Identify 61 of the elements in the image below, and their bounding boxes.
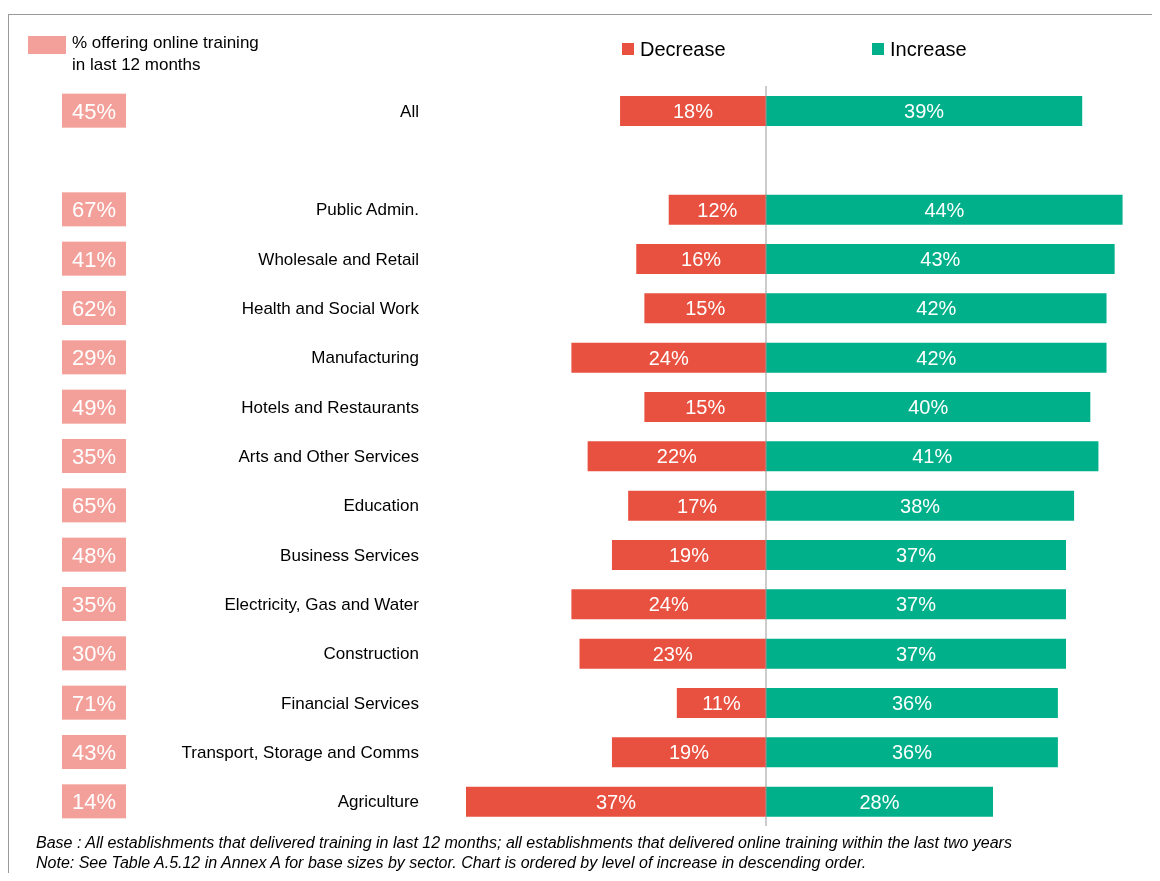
data-label: 22% xyxy=(656,445,698,468)
y-tick-label: All xyxy=(400,101,419,121)
data-label: 19% xyxy=(668,544,710,566)
y-tick-label: Business Services xyxy=(280,545,419,565)
y-tick-label: Public Admin. xyxy=(316,200,419,220)
data-label: 35% xyxy=(71,444,117,469)
data-label: 23% xyxy=(652,642,693,665)
data-label: 19% xyxy=(668,741,710,764)
data-label: 41% xyxy=(71,246,117,272)
data-label: 11% xyxy=(702,692,741,714)
data-label: 29% xyxy=(71,345,117,371)
y-tick-label: Wholesale and Retail xyxy=(258,249,419,269)
data-label: 17% xyxy=(677,494,718,517)
legend-label: Increase xyxy=(890,37,967,62)
data-label: 48% xyxy=(71,542,117,568)
y-tick-label: Arts and Other Services xyxy=(238,447,419,466)
data-label: 30% xyxy=(71,641,117,667)
data-label: 62% xyxy=(71,296,117,321)
y-tick-label: Agriculture xyxy=(337,792,419,812)
data-label: 40% xyxy=(908,396,949,418)
data-label: 24% xyxy=(648,346,689,369)
y-tick-label: Financial Services xyxy=(281,693,419,713)
data-label: 36% xyxy=(891,741,933,764)
y-tick-label: Construction xyxy=(323,644,419,664)
data-label: 15% xyxy=(685,297,726,320)
y-tick-label: Education xyxy=(343,496,419,516)
data-label: 14% xyxy=(71,789,117,815)
data-label: 49% xyxy=(71,394,117,420)
data-label: 43% xyxy=(920,248,961,270)
data-label: 43% xyxy=(71,740,117,765)
data-label: 41% xyxy=(912,445,953,468)
legend-label: % offering online training in last 12 months xyxy=(72,32,260,76)
data-label: 28% xyxy=(859,790,900,813)
data-label: 39% xyxy=(904,100,945,123)
y-tick-label: Manufacturing xyxy=(311,348,419,368)
text: Note: See Table A.5.12 in Annex A for base sizes by sector. Chart is ordered by level of increase in descending order. xyxy=(36,854,867,872)
legend-label: Decrease xyxy=(640,37,726,62)
data-label: 38% xyxy=(900,494,941,517)
data-label: 16% xyxy=(681,248,722,270)
data-label: 44% xyxy=(924,198,965,221)
data-label: 71% xyxy=(71,690,117,716)
data-label: 35% xyxy=(71,592,117,617)
data-label: 45% xyxy=(71,98,117,124)
data-label: 37% xyxy=(595,790,637,813)
y-tick-label: Transport, Storage and Comms xyxy=(181,743,419,762)
y-tick-label: Hotels and Restaurants xyxy=(241,397,419,417)
data-label: 37% xyxy=(896,593,937,616)
data-label: 42% xyxy=(916,346,957,369)
data-label: 37% xyxy=(896,544,937,566)
data-label: 24% xyxy=(648,593,689,616)
data-label: 42% xyxy=(916,297,957,320)
data-label: 37% xyxy=(896,642,937,665)
data-label: 36% xyxy=(891,691,933,714)
y-tick-label: Electricity, Gas and Water xyxy=(224,595,420,614)
data-label: 15% xyxy=(685,396,726,418)
data-label: 12% xyxy=(697,198,738,221)
data-label: 65% xyxy=(71,493,117,519)
data-label: 67% xyxy=(71,197,117,223)
y-tick-label: Health and Social Work xyxy=(241,299,420,318)
text: Base : All establishments that delivered training in last 12 months; all establishments that delivered online training within the last two years xyxy=(36,834,1012,852)
data-label: 18% xyxy=(673,100,714,122)
